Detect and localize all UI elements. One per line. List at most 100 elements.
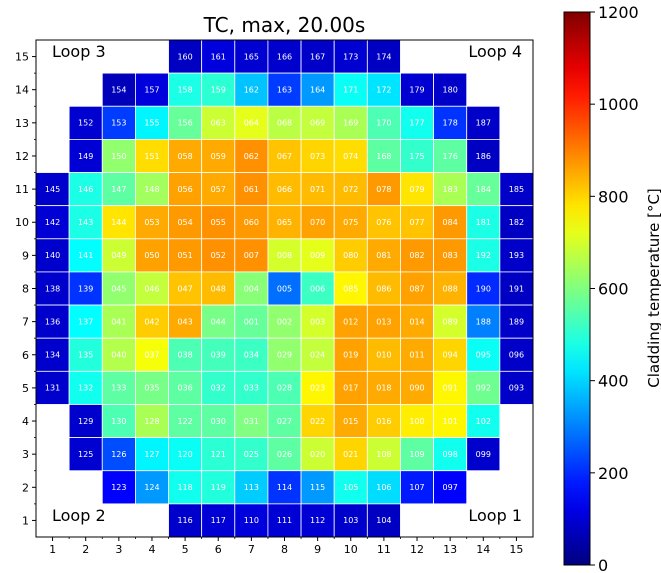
- cell-label: 004: [244, 284, 259, 293]
- cell-label: 104: [376, 516, 391, 525]
- cell-label: 006: [310, 284, 325, 293]
- cell-label: 055: [211, 218, 226, 227]
- heatmap-cell: [35, 238, 70, 273]
- colorbar: [563, 11, 591, 566]
- cell-label: 049: [111, 251, 126, 260]
- cell-label: 120: [177, 450, 192, 459]
- heatmap-cell: [168, 238, 203, 273]
- cell-label: 012: [343, 317, 358, 326]
- heatmap-cell: [300, 337, 335, 372]
- heatmap-cell: [134, 370, 169, 405]
- heatmap-cell: [466, 404, 501, 439]
- cell-label: 015: [343, 417, 358, 426]
- x-tick-label: 10: [344, 543, 358, 556]
- heatmap-cell: [201, 138, 236, 173]
- cell-label: 052: [211, 251, 226, 260]
- cell-label: 110: [244, 516, 259, 525]
- cell-label: 073: [310, 152, 325, 161]
- cell-label: 115: [310, 483, 325, 492]
- heatmap-cell: [466, 304, 501, 339]
- cell-label: 032: [211, 384, 226, 393]
- heatmap-cell: [35, 337, 70, 372]
- cell-label: 044: [211, 317, 226, 326]
- heatmap-cell: [201, 503, 236, 538]
- heatmap-cell: [499, 172, 534, 207]
- heatmap-cell: [168, 172, 203, 207]
- cell-label: 048: [211, 284, 226, 293]
- cell-label: 074: [343, 152, 358, 161]
- cell-label: 158: [177, 86, 192, 95]
- cell-label: 094: [443, 351, 458, 360]
- heatmap-cell: [168, 105, 203, 140]
- heatmap-cell: [366, 238, 401, 273]
- cell-label: 160: [177, 52, 192, 61]
- cell-label: 050: [144, 251, 159, 260]
- heatmap-cell: [234, 205, 269, 240]
- y-tick-label: 9: [22, 249, 29, 262]
- heatmap-cell: [466, 271, 501, 306]
- heatmap-cell: [466, 105, 501, 140]
- heatmap-cell: [433, 470, 468, 505]
- cell-label: 132: [78, 384, 93, 393]
- cell-label: 155: [144, 119, 159, 128]
- cell-label: 084: [443, 218, 458, 227]
- cell-label: 166: [277, 52, 292, 61]
- cell-label: 188: [476, 317, 491, 326]
- heatmap-cell: [333, 39, 368, 74]
- cell-label: 140: [45, 251, 60, 260]
- cell-label: 152: [78, 119, 93, 128]
- cell-label: 177: [409, 119, 424, 128]
- cell-label: 008: [277, 251, 292, 260]
- y-tick-label: 14: [15, 84, 29, 97]
- heatmap-cell: [300, 172, 335, 207]
- cell-label: 138: [45, 284, 60, 293]
- corner-label-top-left: Loop 3: [52, 42, 106, 61]
- x-tick-label: 15: [509, 543, 523, 556]
- cell-label: 017: [343, 384, 358, 393]
- heatmap-cell: [466, 238, 501, 273]
- cell-label: 043: [177, 317, 192, 326]
- cell-label: 174: [376, 52, 391, 61]
- heatmap-cell: [366, 105, 401, 140]
- cell-label: 042: [144, 317, 159, 326]
- cell-label: 131: [45, 384, 60, 393]
- cell-label: 062: [244, 152, 259, 161]
- heatmap-cell: [267, 337, 302, 372]
- cell-label: 121: [211, 450, 226, 459]
- cell-label: 096: [509, 351, 524, 360]
- cell-label: 035: [144, 384, 159, 393]
- heatmap-cell: [433, 370, 468, 405]
- cell-label: 057: [211, 185, 226, 194]
- cell-label: 068: [277, 119, 292, 128]
- y-tick-label: 7: [22, 316, 29, 329]
- cell-label: 145: [45, 185, 60, 194]
- cell-label: 126: [111, 450, 126, 459]
- cell-label: 184: [476, 185, 491, 194]
- y-tick-label: 4: [22, 415, 29, 428]
- heatmap-cell: [134, 304, 169, 339]
- heatmap-cell: [234, 404, 269, 439]
- cell-label: 193: [509, 251, 524, 260]
- cell-label: 071: [310, 185, 325, 194]
- cell-label: 116: [177, 516, 192, 525]
- cell-label: 183: [443, 185, 458, 194]
- cell-label: 039: [211, 351, 226, 360]
- heatmap-cell: [333, 105, 368, 140]
- heatmap-cell: [168, 39, 203, 74]
- cell-label: 078: [376, 185, 391, 194]
- cell-label: 021: [343, 450, 358, 459]
- cell-label: 020: [310, 450, 325, 459]
- heatmap-cell: [134, 470, 169, 505]
- heatmap-cell: [201, 105, 236, 140]
- cell-label: 143: [78, 218, 93, 227]
- corner-label-bottom-right: Loop 1: [468, 506, 522, 525]
- cell-label: 178: [443, 119, 458, 128]
- cell-label: 117: [211, 516, 226, 525]
- heatmap-cell: [101, 404, 136, 439]
- y-tick-label: 13: [15, 117, 29, 130]
- heatmap-cell: [134, 105, 169, 140]
- heatmap-cell: [400, 72, 435, 107]
- heatmap-cell: [433, 72, 468, 107]
- cell-label: 165: [244, 52, 259, 61]
